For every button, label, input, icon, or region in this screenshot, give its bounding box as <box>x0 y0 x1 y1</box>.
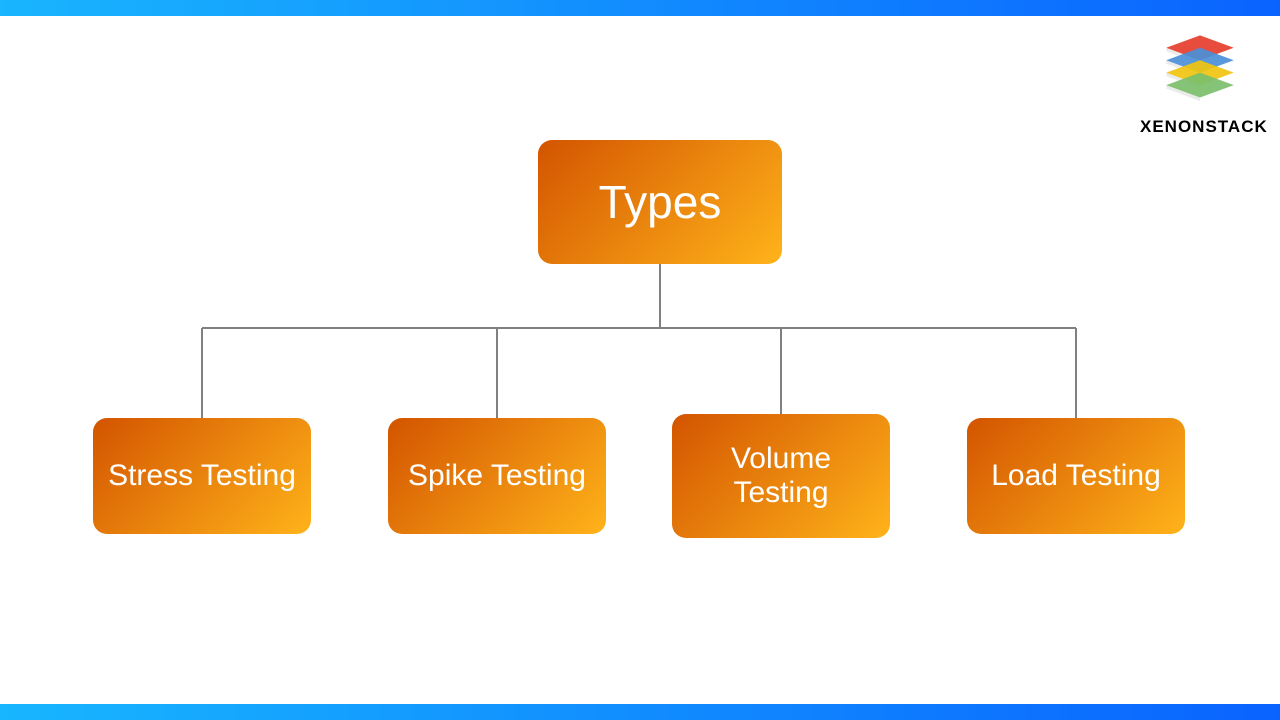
brand-logo: XENONSTACK <box>1140 30 1260 137</box>
tree-child-node: Stress Testing <box>93 418 311 534</box>
tree-child-label: Load Testing <box>991 459 1161 494</box>
stack-icon <box>1155 30 1245 110</box>
tree-root-node: Types <box>538 140 782 264</box>
tree-child-label: Volume Testing <box>684 442 878 511</box>
tree-child-label: Stress Testing <box>108 459 296 494</box>
tree-connectors <box>0 0 1280 720</box>
diagram-stage: XENONSTACK Types Stress Testing Spike Te… <box>0 0 1280 720</box>
tree-child-node: Load Testing <box>967 418 1185 534</box>
tree-child-node: Volume Testing <box>672 414 890 538</box>
tree-child-node: Spike Testing <box>388 418 606 534</box>
top-accent-bar <box>0 0 1280 16</box>
brand-logo-text: XENONSTACK <box>1140 117 1260 137</box>
tree-root-label: Types <box>599 176 722 229</box>
bottom-accent-bar <box>0 704 1280 720</box>
tree-child-label: Spike Testing <box>408 459 586 494</box>
